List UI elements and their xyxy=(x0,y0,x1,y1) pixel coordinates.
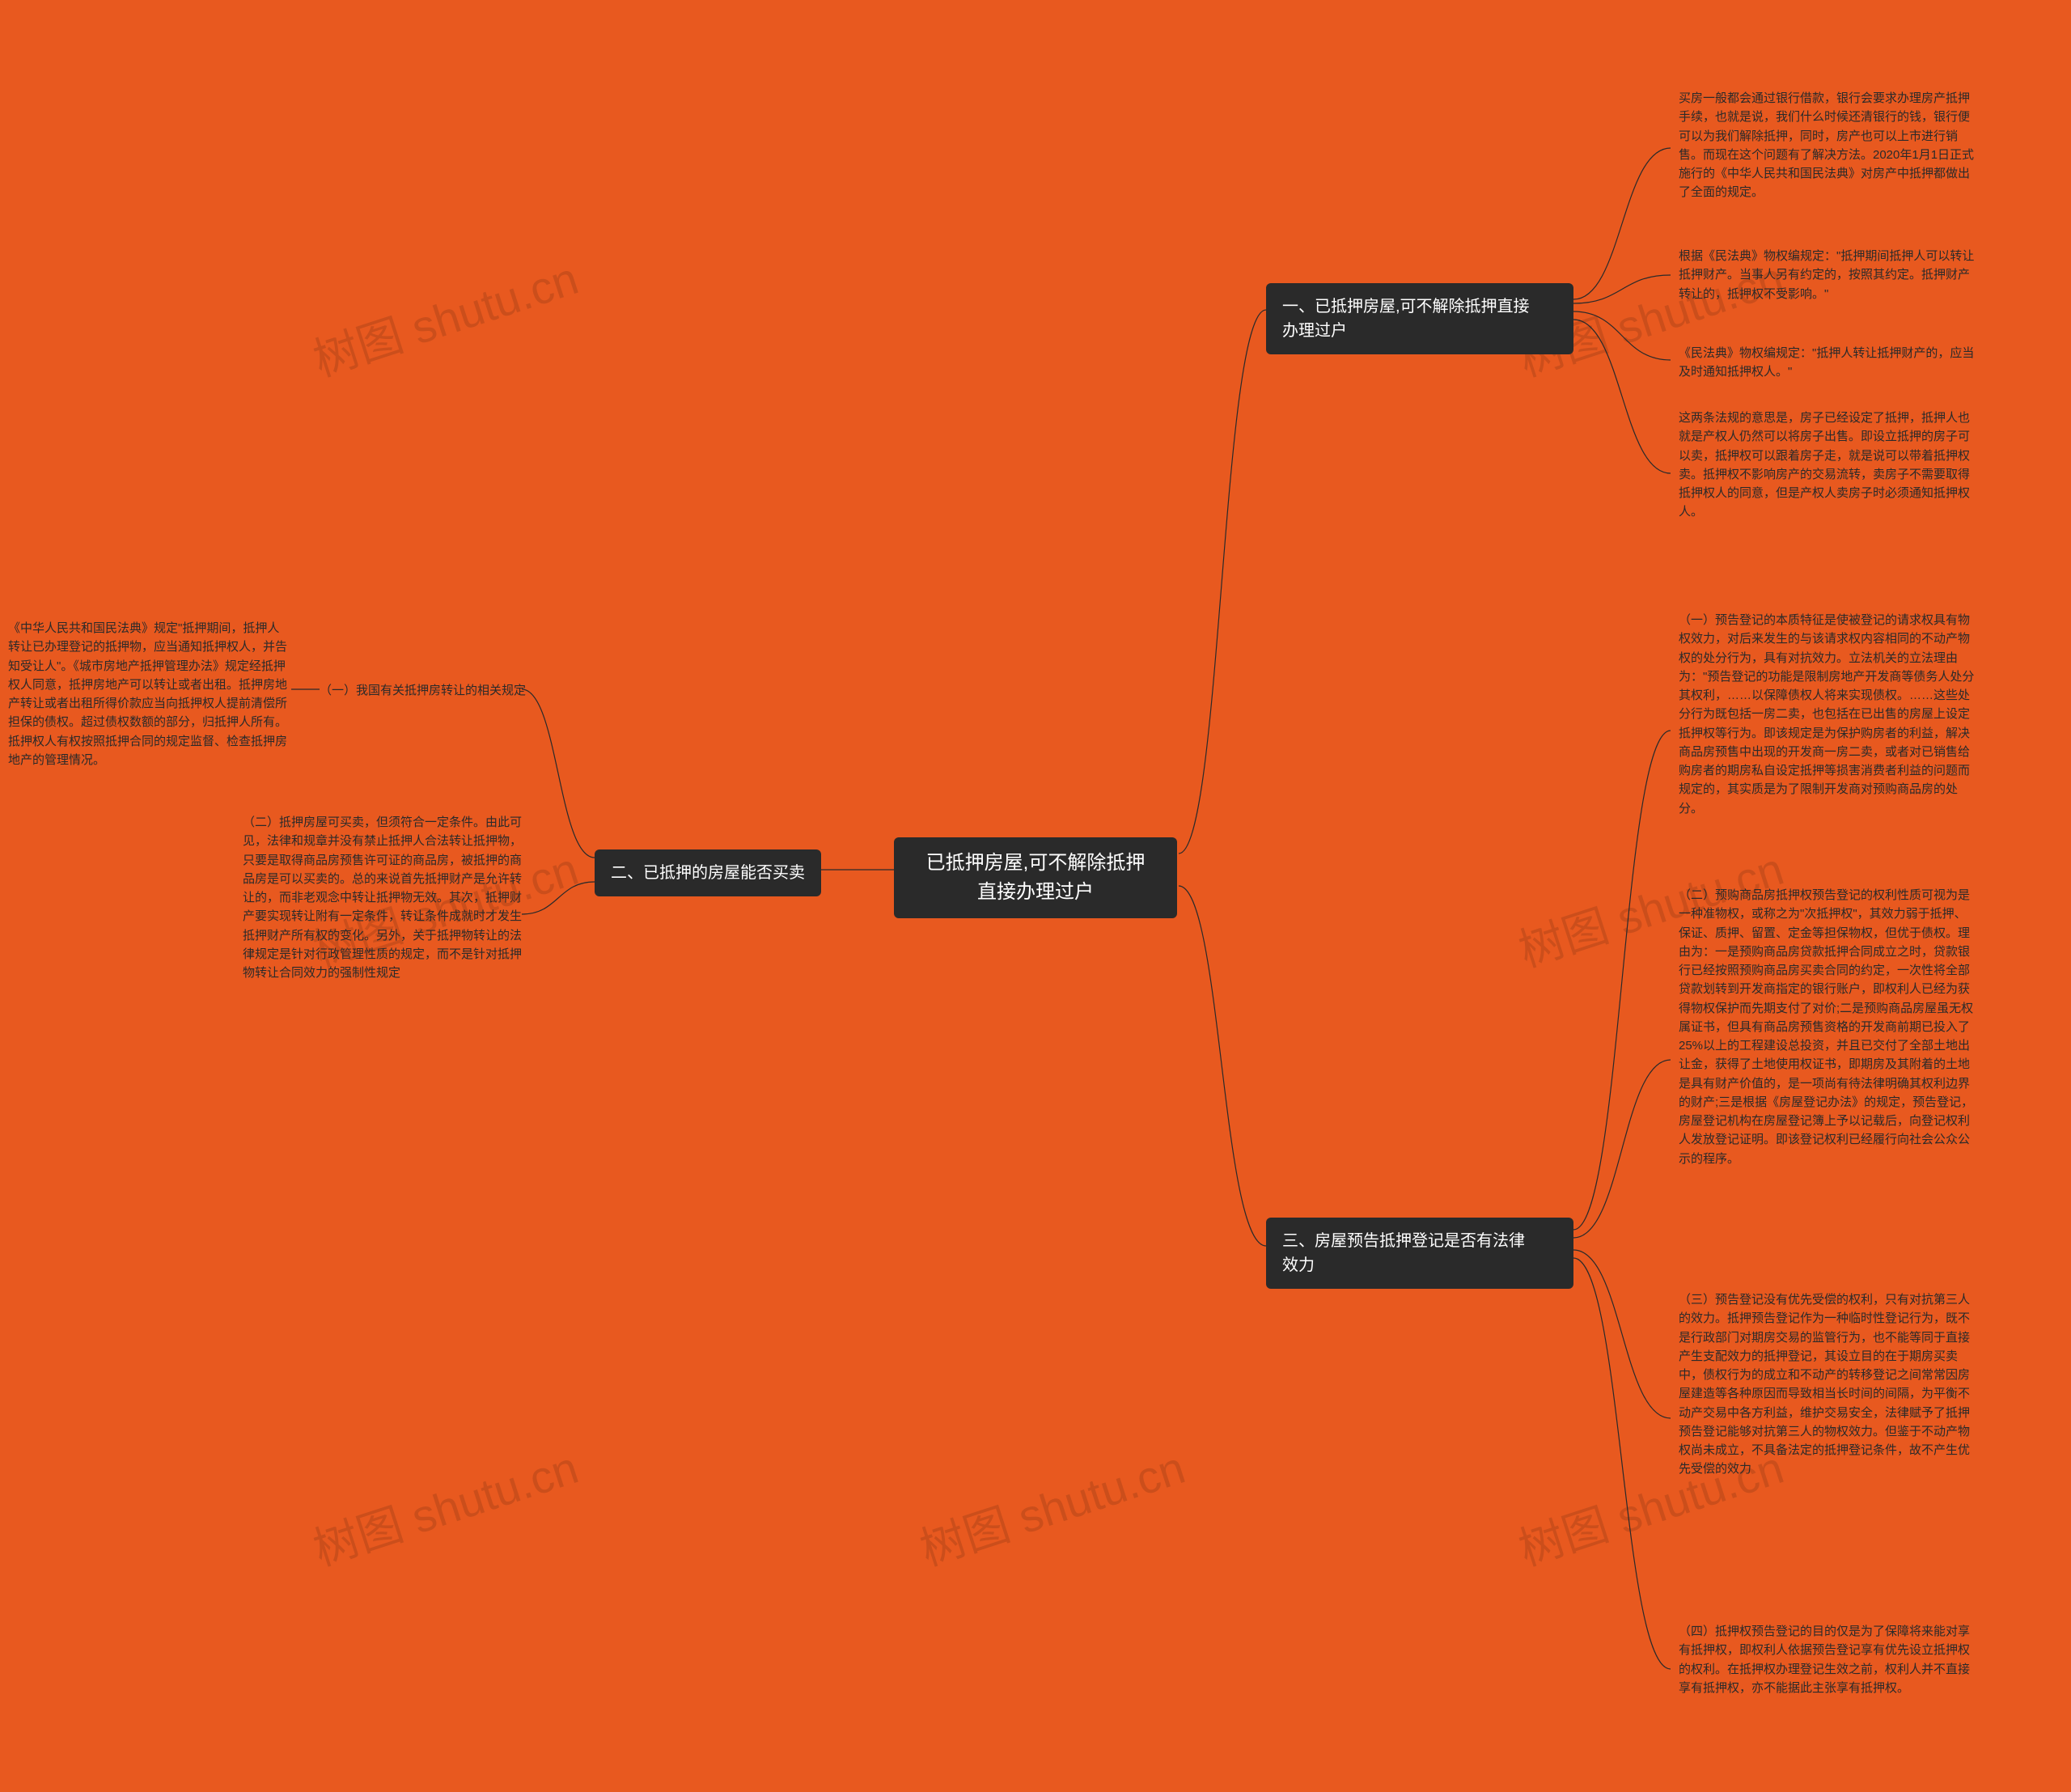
branch-2-sub1-text: 《中华人民共和国民法典》规定"抵押期间，抵押人转让已办理登记的抵押物，应当通知抵… xyxy=(8,619,290,769)
branch-3-leaf-1: （一）预告登记的本质特征是使被登记的请求权具有物权效力，对后来发生的与该请求权内… xyxy=(1679,611,1978,818)
branch-3-title-line1: 三、房屋预告抵押登记是否有法律 xyxy=(1282,1229,1557,1253)
branch-1-title-line2: 办理过户 xyxy=(1282,319,1557,343)
root-line2: 直接办理过户 xyxy=(910,878,1161,907)
branch-2-title: 二、已抵押的房屋能否买卖 xyxy=(611,864,805,882)
branch-3-title-line2: 效力 xyxy=(1282,1253,1557,1277)
watermark: 树图 shutu.cn xyxy=(304,243,586,390)
branch-2-sub2-text: （二）抵押房屋可买卖，但须符合一定条件。由此可见，法律和规章并没有禁止抵押人合法… xyxy=(243,813,524,982)
root-node: 已抵押房屋,可不解除抵押 直接办理过户 xyxy=(894,837,1177,918)
branch-1-leaf-4: 这两条法规的意思是，房子已经设定了抵押，抵押人也就是产权人仍然可以将房子出售。即… xyxy=(1679,409,1978,522)
watermark: 树图 shutu.cn xyxy=(911,1432,1192,1579)
branch-3-node: 三、房屋预告抵押登记是否有法律 效力 xyxy=(1266,1218,1573,1289)
branch-1-leaf-1: 买房一般都会通过银行借款，银行会要求办理房产抵押手续，也就是说，我们什么时候还清… xyxy=(1679,89,1978,202)
branch-1-title-line1: 一、已抵押房屋,可不解除抵押直接 xyxy=(1282,294,1557,319)
branch-1-leaf-3: 《民法典》物权编规定："抵押人转让抵押财产的，应当及时通知抵押权人。" xyxy=(1679,344,1978,382)
watermark: 树图 shutu.cn xyxy=(304,1432,586,1579)
branch-2-node: 二、已抵押的房屋能否买卖 xyxy=(595,849,821,896)
branch-2-sub1-label: （一）我国有关抵押房转让的相关规定 xyxy=(320,682,526,701)
branch-3-leaf-3: （三）预告登记没有优先受偿的权利，只有对抗第三人的效力。抵押预告登记作为一种临时… xyxy=(1679,1290,1978,1479)
branch-3-leaf-4: （四）抵押权预告登记的目的仅是为了保障将来能对享有抵押权，即权利人依据预告登记享… xyxy=(1679,1622,1978,1697)
branch-3-leaf-2: （二）预购商品房抵押权预告登记的权利性质可视为是一种准物权，或称之为"次抵押权"… xyxy=(1679,886,1978,1168)
root-line1: 已抵押房屋,可不解除抵押 xyxy=(910,849,1161,878)
branch-1-node: 一、已抵押房屋,可不解除抵押直接 办理过户 xyxy=(1266,283,1573,354)
branch-1-leaf-2: 根据《民法典》物权编规定："抵押期间抵押人可以转让抵押财产。当事人另有约定的，按… xyxy=(1679,247,1978,303)
